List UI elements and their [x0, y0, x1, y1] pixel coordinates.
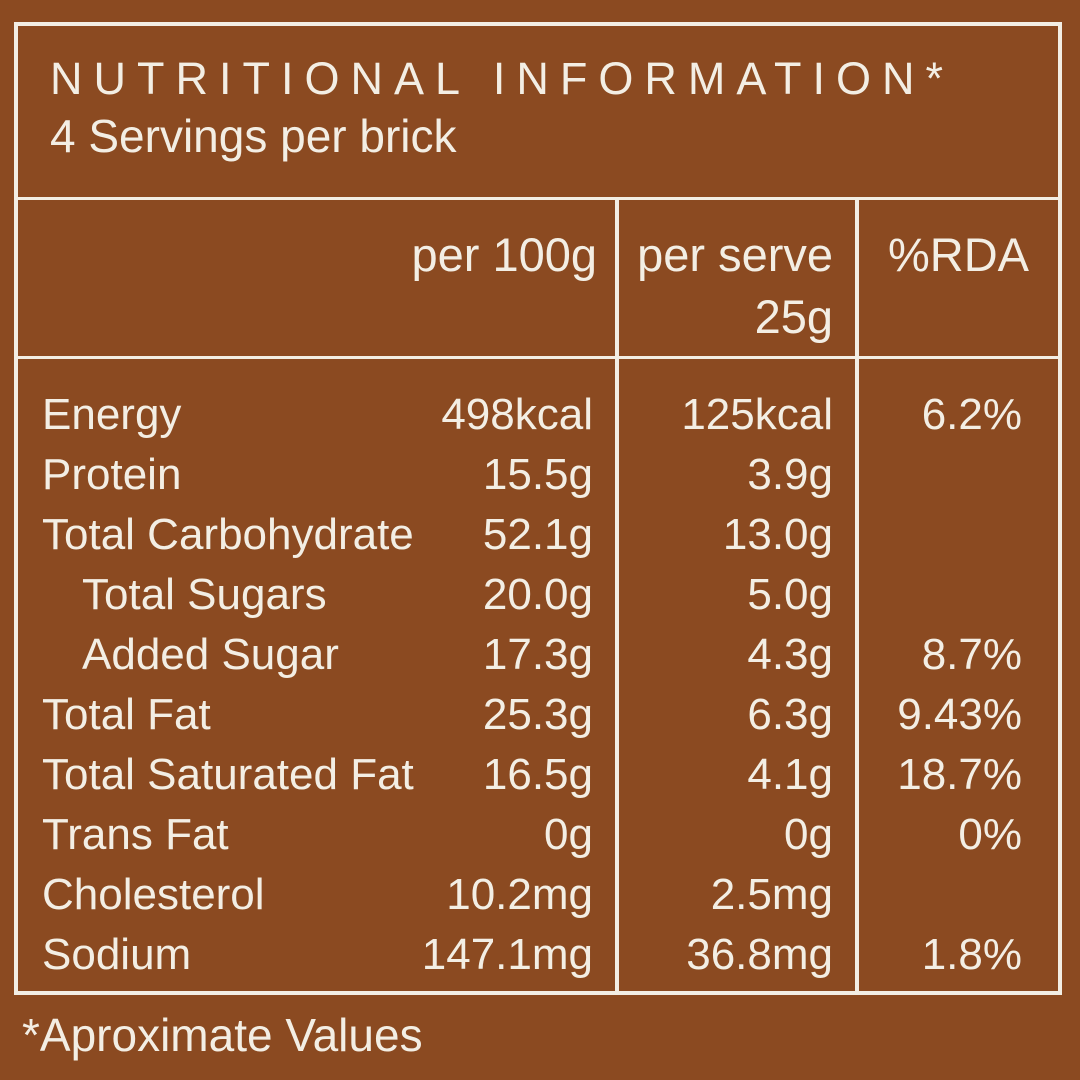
table-row: Protein 15.5g 3.9g [18, 445, 1058, 505]
per-serve-value: 2.5mg [710, 870, 833, 919]
per-serve-value: 6.3g [747, 690, 833, 739]
per-serve-value: 5.0g [747, 570, 833, 619]
per-100g-value: 10.2mg [446, 870, 593, 919]
per-serve-value: 36.8mg [686, 930, 833, 979]
table-row: Trans Fat 0g 0g 0% [18, 805, 1058, 865]
nutrient-name: Total Fat [42, 690, 211, 739]
table-row: Sodium 147.1mg 36.8mg 1.8% [18, 925, 1058, 985]
per-serve-value: 13.0g [722, 510, 833, 559]
nutrient-name: Protein [42, 450, 182, 499]
table-row: Added Sugar 17.3g 4.3g 8.7% [18, 625, 1058, 685]
nutrient-name: Added Sugar [82, 630, 339, 679]
nutrient-name: Total Carbohydrate [42, 510, 414, 559]
title-separator-line [18, 197, 1058, 200]
column-header-per-100g: per 100g [411, 228, 597, 281]
column-divider-2 [855, 197, 859, 991]
per-100g-value: 147.1mg [421, 930, 593, 979]
table-row: Total Saturated Fat 16.5g 4.1g 18.7% [18, 745, 1058, 805]
nutrient-name: Sodium [42, 930, 192, 979]
nutrient-name: Energy [42, 390, 182, 439]
rda-value: 1.8% [921, 930, 1022, 979]
label-border-box: NUTRITIONAL INFORMATION* 4 Servings per … [14, 22, 1062, 995]
per-100g-value: 52.1g [482, 510, 593, 559]
table-header-row: per 100g per serve 25g %RDA [18, 200, 1058, 356]
table-row: Total Sugars 20.0g 5.0g [18, 565, 1058, 625]
table-body: Energy 498kcal 125kcal 6.2% Protein 15.5… [18, 359, 1058, 991]
nutrient-name: Total Sugars [82, 570, 327, 619]
per-serve-value: 4.3g [747, 630, 833, 679]
table-row: Energy 498kcal 125kcal 6.2% [18, 385, 1058, 445]
column-header-serve-size: 25g [754, 290, 833, 343]
column-header-per-serve: per serve 25g [619, 200, 859, 356]
rda-value: 0% [958, 810, 1022, 859]
table-row: Cholesterol 10.2mg 2.5mg [18, 865, 1058, 925]
column-header-per-serve-label: per serve [637, 228, 833, 281]
per-serve-value: 3.9g [747, 450, 833, 499]
page-title: NUTRITIONAL INFORMATION* [50, 53, 954, 104]
table-row: Total Fat 25.3g 6.3g 9.43% [18, 685, 1058, 745]
column-divider-1 [615, 197, 619, 991]
rda-value: 18.7% [897, 750, 1022, 799]
per-100g-value: 498kcal [441, 390, 593, 439]
servings-per-brick: 4 Servings per brick [50, 110, 457, 162]
header-separator-line [18, 356, 1058, 359]
per-100g-value: 0g [544, 810, 593, 859]
nutrient-name: Trans Fat [42, 810, 229, 859]
per-100g-value: 25.3g [482, 690, 593, 739]
table-row: Total Carbohydrate 52.1g 13.0g [18, 505, 1058, 565]
nutrient-name: Total Saturated Fat [42, 750, 414, 799]
per-serve-value: 0g [784, 810, 833, 859]
footnote: *Aproximate Values [22, 1009, 423, 1061]
per-serve-value: 4.1g [747, 750, 833, 799]
nutrient-name: Cholesterol [42, 870, 265, 919]
rda-value: 9.43% [897, 690, 1022, 739]
rda-value: 8.7% [921, 630, 1022, 679]
per-100g-value: 20.0g [482, 570, 593, 619]
per-serve-value: 125kcal [681, 390, 833, 439]
column-header-rda: %RDA [887, 228, 1030, 281]
rda-value: 6.2% [921, 390, 1022, 439]
per-100g-value: 16.5g [482, 750, 593, 799]
per-100g-value: 15.5g [482, 450, 593, 499]
label-header: NUTRITIONAL INFORMATION* 4 Servings per … [18, 26, 1058, 197]
per-100g-value: 17.3g [482, 630, 593, 679]
